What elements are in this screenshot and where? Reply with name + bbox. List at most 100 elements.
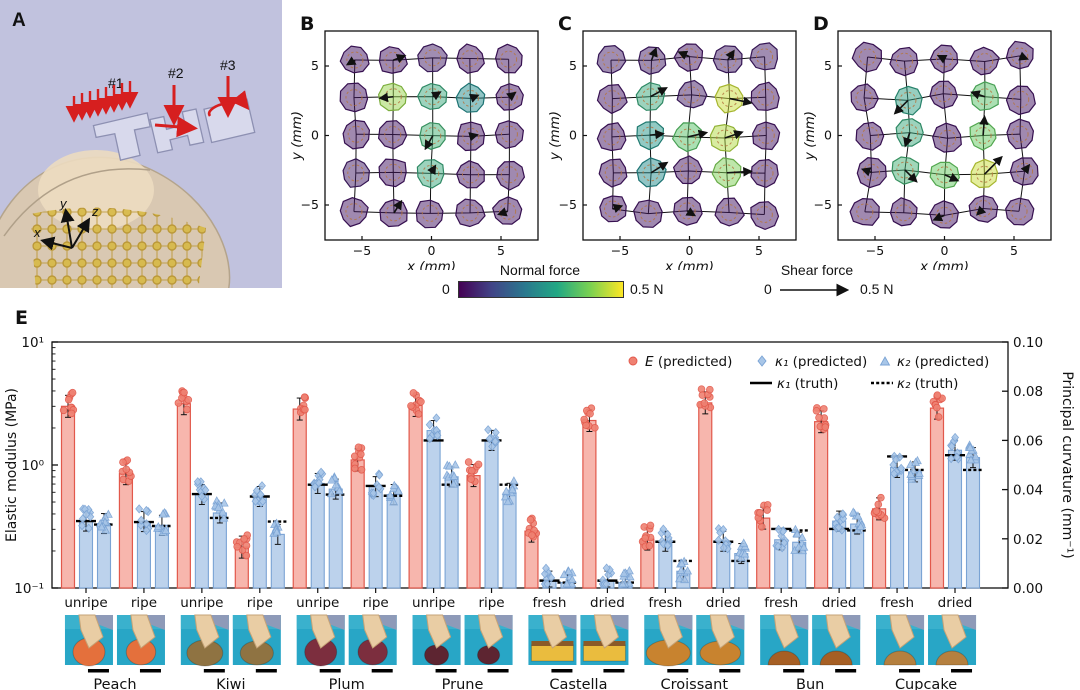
taxel-polygon: [416, 159, 445, 189]
triangle-k2-sample: [906, 469, 916, 478]
diamond-k1-sample: [897, 463, 906, 474]
diamond-k1-sample: [547, 573, 556, 583]
svg-text:κ₁ (predicted): κ₁ (predicted): [775, 354, 867, 370]
condition-tick-label: dried: [938, 595, 973, 611]
taxel-reference-circle: [859, 48, 877, 66]
y-axis-label-left: Elastic modulus (MPa): [4, 388, 20, 542]
diamond-k1-sample: [251, 496, 260, 506]
svg-text:0: 0: [941, 243, 949, 258]
food-photos-cupcake: [876, 614, 977, 673]
dot-E-sample: [357, 465, 366, 474]
taxel-reference-circle: [424, 127, 442, 145]
taxel-polygon: [856, 156, 887, 189]
diamond-k1-sample: [425, 420, 434, 430]
measurement-group-castella-fresh: [524, 514, 578, 589]
dot-E-sample: [877, 493, 885, 502]
dot-E-sample: [645, 541, 654, 550]
stamp-2-H: #2: [149, 65, 205, 154]
taxel-reference-circle: [974, 200, 992, 218]
dot-E-sample: [872, 507, 881, 515]
dot-E-sample: [357, 450, 365, 459]
condition-tick-label: dried: [706, 595, 741, 611]
taxel-markers: [849, 40, 1039, 229]
shear-arrows: [345, 54, 517, 217]
svg-text:−5: −5: [559, 197, 577, 212]
triangle-k2-sample: [740, 549, 750, 558]
triangle-k2-sample: [739, 538, 749, 547]
panel-a: A y z x #1 #2: [0, 0, 282, 288]
taxel-polygon: [895, 118, 924, 147]
svg-text:5: 5: [755, 243, 763, 258]
scale-bar: [435, 669, 457, 673]
condition-tick-label: dried: [590, 595, 625, 611]
taxel-polygon: [339, 197, 369, 228]
scale-bar: [203, 669, 225, 673]
food-photos-prune: [412, 614, 513, 673]
diamond-k1-sample: [142, 525, 151, 536]
bar-k1-predicted: [484, 439, 499, 589]
dot-E-sample: [763, 506, 771, 514]
bar-E-predicted: [292, 408, 307, 589]
taxel-polygon: [714, 197, 745, 227]
panel-e-label: E: [15, 307, 28, 329]
condition-tick-label: fresh: [533, 595, 567, 611]
scale-bar: [783, 669, 805, 673]
triangle-k2-sample: [853, 511, 863, 520]
diamond-k1-sample: [491, 436, 500, 447]
gripper-finger: [657, 614, 683, 649]
diamond-k1-sample: [491, 427, 500, 438]
scale-bar: [951, 669, 973, 673]
dot-E-sample: [301, 405, 309, 414]
taxel-polygon: [929, 200, 960, 229]
diamond-k1-sample: [602, 563, 611, 573]
axis-label-y: y: [59, 196, 68, 211]
gripper-finger: [362, 614, 388, 649]
condition-tick-label: unripe: [412, 595, 455, 611]
dot-E-sample: [934, 413, 943, 421]
taxel-reference-circle: [939, 129, 957, 147]
taxel-polygon: [339, 45, 370, 74]
svg-text:0.04: 0.04: [1013, 483, 1043, 499]
taxel-reference-circle: [602, 51, 620, 69]
taxel-reference-circle: [421, 204, 439, 222]
food-photos-castella: [528, 614, 629, 673]
y-axis-label: y (mm): [548, 111, 563, 161]
dot-E-sample: [233, 542, 242, 551]
triangle-k2-sample: [856, 521, 866, 530]
taxel-reference-circle: [461, 204, 479, 222]
taxel-polygon: [377, 120, 408, 150]
taxel-reference-circle: [345, 203, 363, 221]
triangle-k2-sample: [562, 579, 572, 588]
svg-text:0: 0: [824, 128, 832, 143]
bar-E-predicted: [582, 419, 597, 589]
triangle-k2-sample: [213, 502, 223, 511]
svg-text:0.02: 0.02: [1013, 532, 1043, 548]
dot-E-sample: [184, 396, 193, 404]
bar-k2-predicted: [328, 488, 343, 589]
taxel-polygon: [415, 199, 444, 229]
taxel-reference-circle: [461, 166, 479, 184]
panel-label: D: [813, 13, 829, 35]
triangle-k2-sample: [503, 496, 513, 506]
taxel-polygon: [1005, 197, 1035, 226]
dot-E-sample: [414, 410, 423, 418]
gripper-finger: [941, 614, 967, 649]
dot-E-sample: [67, 409, 76, 418]
taxel-markers: [339, 43, 526, 229]
taxel-reference-circle: [642, 51, 660, 69]
svg-text:−5: −5: [353, 243, 371, 258]
triangle-k2-sample: [449, 471, 459, 480]
dot-E-sample: [815, 413, 823, 422]
dot-E-sample: [580, 415, 589, 424]
svg-text:5: 5: [569, 58, 577, 73]
triangle-k2-sample: [680, 574, 690, 584]
taxel-reference-circle: [756, 164, 774, 182]
food-name-label: Bun: [796, 677, 824, 690]
dot-E-sample: [242, 541, 251, 550]
triangle-k2-sample: [218, 507, 228, 516]
axis-label-x: x: [33, 225, 41, 240]
diamond-k1-sample: [663, 540, 672, 551]
bar-k1-predicted: [310, 482, 325, 589]
taxel-polygon: [752, 121, 781, 151]
dot-E-sample: [68, 388, 77, 397]
